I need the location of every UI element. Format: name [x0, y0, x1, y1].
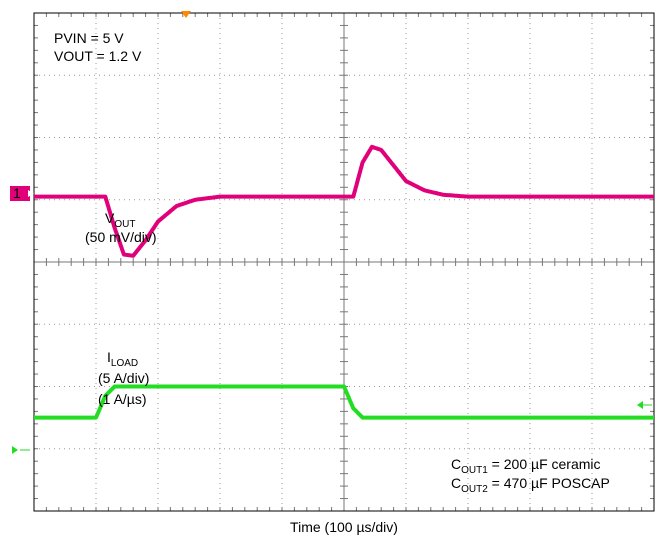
cout2-label: COUT2 = 470 µF POSCAP [451, 475, 610, 495]
channel-1-label: 1 [13, 185, 21, 201]
iload-scale-label: (5 A/div) [98, 370, 149, 386]
x-axis-label: Time (100 µs/div) [290, 519, 398, 535]
iload-slew-label: (1 A/µs) [98, 391, 147, 407]
right-level-arrow [637, 401, 652, 409]
plot-frame [33, 12, 655, 512]
cout1-label: COUT1 = 200 µF ceramic [451, 456, 601, 476]
pvin-label: PVIN = 5 V [54, 30, 124, 46]
vout-setting-label: VOUT = 1.2 V [54, 48, 142, 64]
iload-channel-name: ILOAD [107, 349, 138, 369]
vout-trace [34, 144, 654, 258]
iload-trace [34, 384, 654, 420]
trigger-marker [181, 11, 191, 18]
vout-scale-label: (50 mV/div) [85, 229, 157, 245]
left-ground-arrow [12, 446, 30, 454]
vout-channel-name: VOUT [105, 210, 135, 230]
channel-1-marker: 1 [10, 185, 34, 201]
grid-lines [33, 12, 655, 512]
